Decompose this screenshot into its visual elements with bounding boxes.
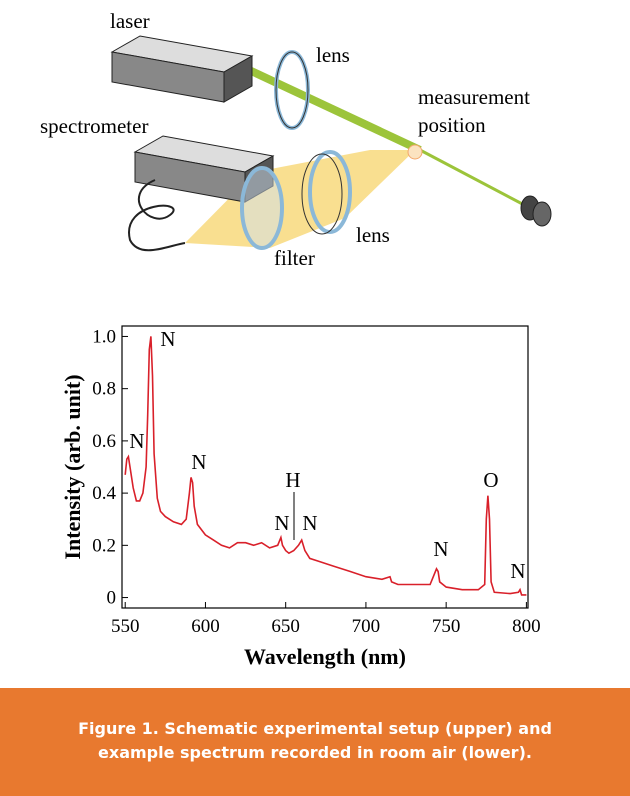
peak-label: N — [274, 511, 289, 535]
diagram-label: lens — [356, 223, 390, 247]
laser-beam — [419, 148, 531, 210]
spark — [407, 144, 423, 160]
laser-beam — [230, 58, 422, 154]
figure: laser lens measurement position spectrom… — [40, 9, 552, 669]
filter — [240, 166, 284, 250]
diagram-label: position — [418, 113, 486, 137]
lens — [301, 153, 343, 235]
diagram-label: spectrometer — [40, 114, 148, 138]
lens — [308, 150, 352, 234]
peak-label: N — [302, 511, 317, 535]
y-tick-label: 0.2 — [92, 535, 116, 556]
y-tick-label: 1.0 — [92, 326, 116, 347]
y-tick-label: 0.4 — [92, 483, 116, 504]
fiber — [128, 179, 186, 252]
x-axis-label: Wavelength (nm) — [244, 644, 406, 669]
diagram-label: measurement — [418, 85, 530, 109]
caption: Figure 1. Schematic experimental setup (… — [0, 688, 630, 796]
schematic: laser lens measurement position spectrom… — [40, 9, 552, 270]
y-tick-label: 0 — [107, 588, 117, 609]
diagram-label: lens — [316, 43, 350, 67]
x-tick-label: 750 — [432, 616, 461, 637]
peak-label: H — [285, 468, 300, 492]
y-axis-label: Intensity (arb. unit) — [60, 374, 85, 559]
detector — [532, 201, 552, 227]
peak-label: N — [510, 559, 525, 583]
x-tick-label: 600 — [191, 616, 220, 637]
plot-frame — [121, 325, 529, 609]
diagram-label: laser — [110, 9, 150, 33]
diagram-label: filter — [274, 246, 315, 270]
y-tick-label: 0.6 — [92, 431, 116, 452]
peak-label: N — [191, 450, 206, 474]
peak-label: N — [433, 537, 448, 561]
lens — [275, 51, 309, 129]
peak-label: O — [483, 468, 498, 492]
y-tick-label: 0.8 — [92, 379, 116, 400]
peak-label: N — [129, 429, 144, 453]
x-tick-label: 700 — [352, 616, 381, 637]
spectrum-line — [124, 336, 527, 596]
x-tick-label: 650 — [271, 616, 300, 637]
x-tick-label: 800 — [512, 616, 541, 637]
laser-box — [223, 55, 253, 103]
x-tick-label: 550 — [111, 616, 140, 637]
peak-label: N — [160, 327, 175, 351]
